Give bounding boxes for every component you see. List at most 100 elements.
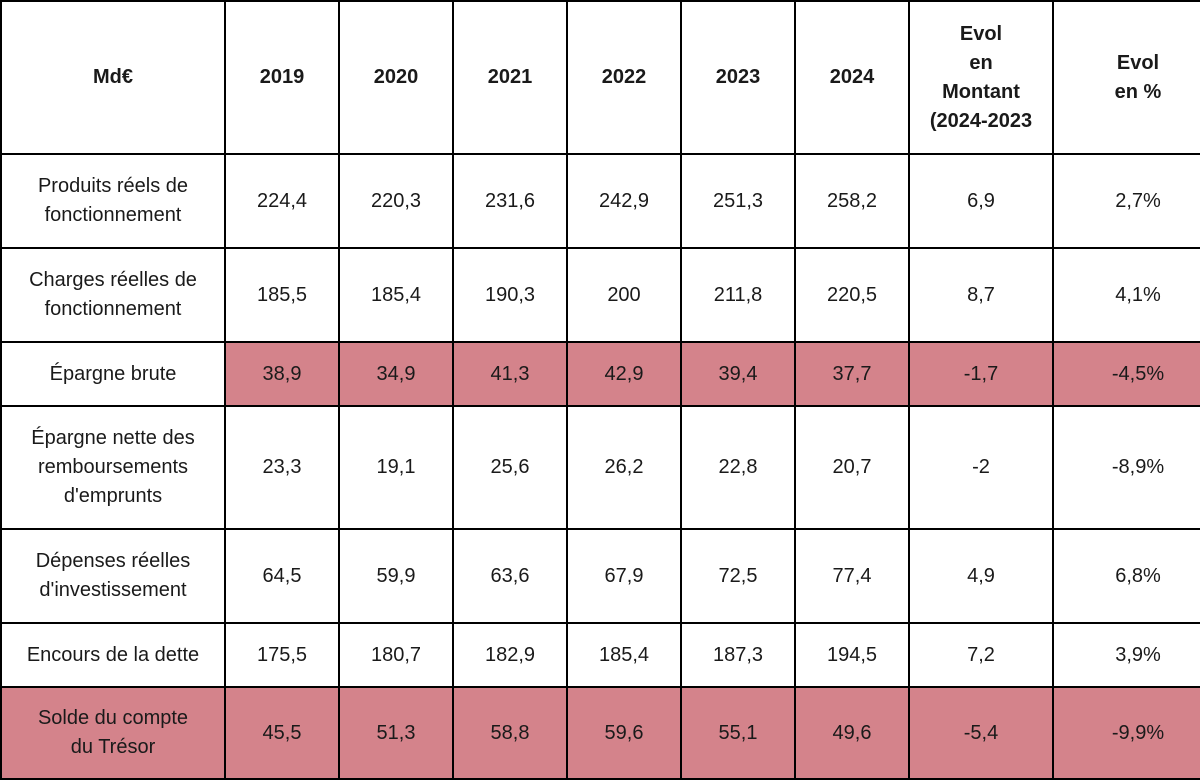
table-row-highlighted: Épargne brute 38,9 34,9 41,3 42,9 39,4 3… xyxy=(0,341,1200,407)
cell-value: 19,1 xyxy=(338,405,454,530)
cell-evol-pct: -9,9% xyxy=(1052,686,1200,780)
row-label: Dépenses réelles d'investissement xyxy=(0,528,226,624)
cell-value: 180,7 xyxy=(338,622,454,688)
table-row: Encours de la dette 175,5 180,7 182,9 18… xyxy=(0,622,1200,688)
header-evol-montant-line: (2024-2023 xyxy=(929,109,1033,132)
cell-evol-montant: 8,7 xyxy=(908,247,1054,343)
row-label-line: remboursements xyxy=(37,456,189,478)
cell-value: 211,8 xyxy=(680,247,796,343)
cell-value: 224,4 xyxy=(224,153,340,249)
row-label-line: Épargne nette des xyxy=(31,427,195,449)
cell-value: 22,8 xyxy=(680,405,796,530)
cell-value: 59,9 xyxy=(338,528,454,624)
cell-value: 182,9 xyxy=(452,622,568,688)
row-label-line: Charges réelles de xyxy=(29,269,197,291)
row-label: Épargne brute xyxy=(0,341,226,407)
cell-value: 37,7 xyxy=(794,341,910,407)
header-label: Md€ xyxy=(0,0,226,155)
header-year-2022: 2022 xyxy=(566,0,682,155)
header-year-2024: 2024 xyxy=(794,0,910,155)
cell-value: 38,9 xyxy=(224,341,340,407)
cell-value: 220,3 xyxy=(338,153,454,249)
cell-value: 67,9 xyxy=(566,528,682,624)
cell-value: 185,5 xyxy=(224,247,340,343)
row-label: Encours de la dette xyxy=(0,622,226,688)
cell-evol-pct: 2,7% xyxy=(1052,153,1200,249)
cell-value: 39,4 xyxy=(680,341,796,407)
cell-value: 45,5 xyxy=(224,686,340,780)
row-label-line: d'investissement xyxy=(39,579,187,601)
row-label-line: Encours de la dette xyxy=(26,643,200,666)
cell-evol-montant: 7,2 xyxy=(908,622,1054,688)
table-row: Produits réels de fonctionnement 224,4 2… xyxy=(0,153,1200,249)
row-label-line: fonctionnement xyxy=(44,204,182,226)
cell-value: 42,9 xyxy=(566,341,682,407)
row-label: Charges réelles de fonctionnement xyxy=(0,247,226,343)
cell-evol-pct: 6,8% xyxy=(1052,528,1200,624)
header-evol-montant-line: Evol xyxy=(959,22,1003,45)
header-evol-pct-line: Evol xyxy=(1116,51,1160,74)
cell-value: 200 xyxy=(566,247,682,343)
cell-evol-montant: 4,9 xyxy=(908,528,1054,624)
header-evol-pct: Evol en % xyxy=(1052,0,1200,155)
row-label-line: d'emprunts xyxy=(63,485,163,507)
cell-value: 23,3 xyxy=(224,405,340,530)
cell-evol-montant: -5,4 xyxy=(908,686,1054,780)
row-label-line: du Trésor xyxy=(70,736,156,758)
cell-value: 49,6 xyxy=(794,686,910,780)
cell-value: 77,4 xyxy=(794,528,910,624)
cell-value: 258,2 xyxy=(794,153,910,249)
cell-evol-montant: -1,7 xyxy=(908,341,1054,407)
cell-evol-pct: 4,1% xyxy=(1052,247,1200,343)
cell-value: 185,4 xyxy=(566,622,682,688)
cell-value: 25,6 xyxy=(452,405,568,530)
cell-value: 26,2 xyxy=(566,405,682,530)
row-label: Produits réels de fonctionnement xyxy=(0,153,226,249)
cell-value: 220,5 xyxy=(794,247,910,343)
cell-value: 20,7 xyxy=(794,405,910,530)
table-row: Charges réelles de fonctionnement 185,5 … xyxy=(0,247,1200,343)
header-year-2019: 2019 xyxy=(224,0,340,155)
cell-value: 190,3 xyxy=(452,247,568,343)
cell-value: 59,6 xyxy=(566,686,682,780)
cell-value: 242,9 xyxy=(566,153,682,249)
cell-value: 64,5 xyxy=(224,528,340,624)
header-evol-montant-line: Montant xyxy=(942,80,1020,103)
table-row-highlighted: Solde du compte du Trésor 45,5 51,3 58,8… xyxy=(0,686,1200,780)
header-evol-montant: Evol en Montant (2024-2023 xyxy=(908,0,1054,155)
cell-evol-pct: -4,5% xyxy=(1052,341,1200,407)
cell-value: 185,4 xyxy=(338,247,454,343)
cell-evol-pct: 3,9% xyxy=(1052,622,1200,688)
table-row: Dépenses réelles d'investissement 64,5 5… xyxy=(0,528,1200,624)
header-evol-pct-line: en % xyxy=(1114,80,1162,103)
cell-value: 231,6 xyxy=(452,153,568,249)
row-label-line: Dépenses réelles xyxy=(35,550,191,572)
row-label-line: Solde du compte xyxy=(37,707,189,729)
row-label: Épargne nette des remboursements d'empru… xyxy=(0,405,226,530)
header-row: Md€ 2019 2020 2021 2022 2023 2024 Evol e… xyxy=(0,0,1200,155)
row-label-line: Épargne brute xyxy=(49,362,177,385)
cell-value: 251,3 xyxy=(680,153,796,249)
cell-value: 187,3 xyxy=(680,622,796,688)
header-year-2023: 2023 xyxy=(680,0,796,155)
cell-evol-montant: 6,9 xyxy=(908,153,1054,249)
cell-value: 72,5 xyxy=(680,528,796,624)
header-year-2020: 2020 xyxy=(338,0,454,155)
header-evol-montant-line: en xyxy=(969,51,993,74)
cell-value: 194,5 xyxy=(794,622,910,688)
cell-value: 58,8 xyxy=(452,686,568,780)
row-label: Solde du compte du Trésor xyxy=(0,686,226,780)
cell-value: 175,5 xyxy=(224,622,340,688)
cell-value: 63,6 xyxy=(452,528,568,624)
cell-value: 55,1 xyxy=(680,686,796,780)
row-label-line: Produits réels de xyxy=(37,175,189,197)
row-label-line: fonctionnement xyxy=(44,298,182,320)
cell-value: 41,3 xyxy=(452,341,568,407)
table-row: Épargne nette des remboursements d'empru… xyxy=(0,405,1200,530)
cell-value: 34,9 xyxy=(338,341,454,407)
cell-evol-montant: -2 xyxy=(908,405,1054,530)
header-year-2021: 2021 xyxy=(452,0,568,155)
cell-value: 51,3 xyxy=(338,686,454,780)
cell-evol-pct: -8,9% xyxy=(1052,405,1200,530)
